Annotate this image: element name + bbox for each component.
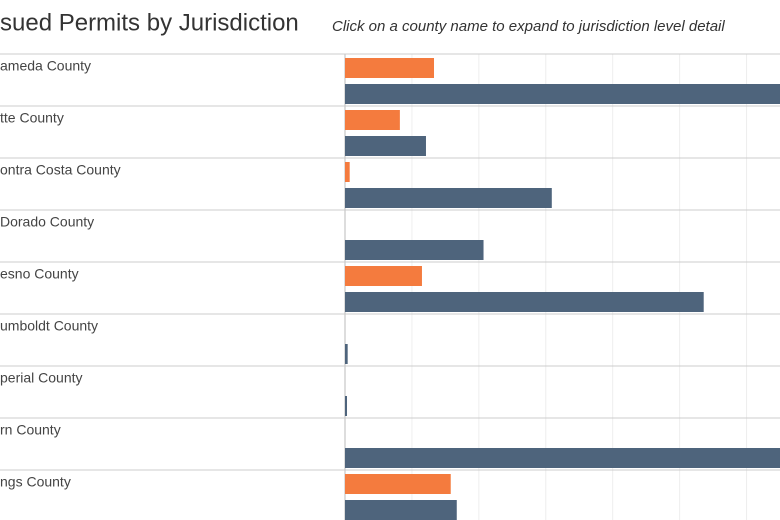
bar bbox=[345, 344, 348, 364]
category-label: ontra Costa County bbox=[0, 162, 121, 178]
bar bbox=[345, 136, 426, 156]
category-label: tte County bbox=[0, 110, 64, 126]
bar bbox=[345, 240, 484, 260]
bar bbox=[345, 266, 422, 286]
bar bbox=[345, 396, 348, 416]
category-label: ameda County bbox=[0, 58, 91, 74]
bar bbox=[345, 292, 704, 312]
category-label: ngs County bbox=[0, 474, 71, 490]
category-label: perial County bbox=[0, 370, 83, 386]
bar bbox=[345, 110, 400, 130]
bar bbox=[345, 500, 457, 520]
chart-title: sued Permits by Jurisdiction bbox=[0, 9, 299, 36]
bar bbox=[345, 84, 780, 104]
category-label: esno County bbox=[0, 266, 79, 282]
bar bbox=[345, 58, 435, 78]
bar bbox=[345, 162, 350, 182]
bar bbox=[345, 474, 451, 494]
category-label: rn County bbox=[0, 422, 61, 438]
category-label: Dorado County bbox=[0, 214, 94, 230]
bar bbox=[345, 448, 780, 468]
category-label: umboldt County bbox=[0, 318, 98, 334]
bar bbox=[345, 188, 552, 208]
chart-subtitle: Click on a county name to expand to juri… bbox=[332, 18, 725, 35]
